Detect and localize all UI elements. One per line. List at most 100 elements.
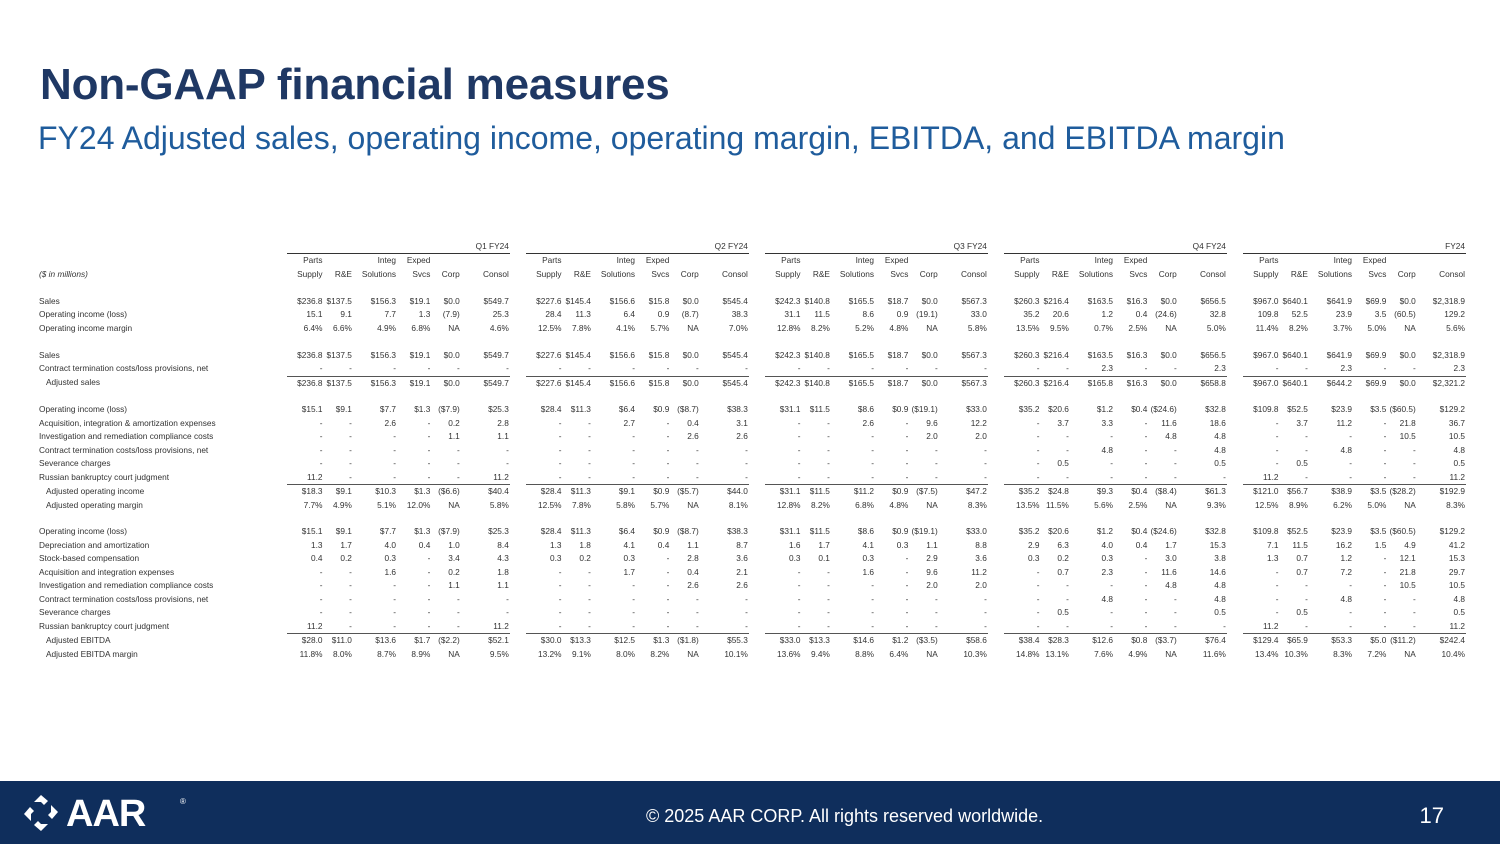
column-gap [988,566,1004,579]
column-header-top: Exped [1362,255,1387,266]
value-cell: - [695,471,699,482]
value-cell: - [666,417,670,428]
column-gap [510,403,526,416]
value-cell: - [588,620,591,631]
value-cell: - [319,431,323,442]
table-row: Severance charges - - - - - - - - - - - - - - - - - - - 0.5 -… [38,606,1466,619]
value-cell: 8.2% [1289,322,1308,333]
row-label: Acquisition, integration & amortization … [39,417,216,428]
column-header-bottom: Solutions [600,268,636,279]
table-row: Sales $236.8 $137.5 $156.3 $19.1 $0.0 $549.7 $2… [38,349,1466,362]
column-gap [749,457,765,470]
value-cell: - [588,417,591,428]
column-gap [510,525,526,538]
value-cell: 2.8 [687,553,699,564]
value-cell: $0.4 [1131,526,1148,537]
value-cell: $0.0 [431,375,461,390]
value-cell: 1.7 [1165,539,1177,550]
table-row: Operating income (loss) 15.1 9.1 7.7 1.3 (7.9… [38,308,1466,321]
value-cell: $28.4 [525,484,563,499]
value-cell: - [1036,431,1040,442]
column-header-top [324,254,353,268]
value-cell: 7.2 [1340,566,1353,577]
value-cell: (24.6) [1155,309,1177,320]
value-cell: $137.5 [326,349,352,360]
value-cell: 13.5% [1015,499,1040,510]
value-cell: $33.0 [966,526,987,537]
column-gap [988,376,1004,390]
value-cell: 6.3 [1057,539,1069,550]
value-cell: 2.8 [497,417,509,428]
column-gap [510,376,526,390]
value-cell: 5.0% [1367,499,1387,510]
value-cell: - [427,580,431,591]
value-cell: 0.3 [623,553,636,564]
value-cell: - [695,458,699,469]
value-cell: $52.1 [460,633,510,648]
value-cell: $32.8 [1205,526,1226,537]
column-header-top: Exped [1123,255,1148,266]
value-cell: $567.3 [961,295,987,306]
value-cell: 5.6% [1446,322,1465,333]
value-cell: $236.8 [297,295,323,306]
row-label: Russian bankruptcy court judgment [39,620,170,631]
value-cell: - [393,363,397,374]
value-cell: $6.4 [618,526,636,537]
table-row: Contract termination costs/loss provisio… [38,444,1466,457]
value-cell: $11.5 [801,484,831,499]
value-cell: - [393,580,397,591]
value-cell: - [1110,620,1114,631]
value-cell: 3.7% [1333,322,1353,333]
value-cell: - [666,566,670,577]
column-gap [988,417,1004,430]
value-cell: $31.1 [764,484,802,499]
value-cell: $53.3 [1308,633,1354,648]
value-cell: - [1412,593,1416,604]
value-cell: $0.9 [636,484,671,499]
value-cell: NA [1404,322,1416,333]
value-cell: 2.3 [1340,363,1353,374]
value-cell: - [934,607,938,618]
value-cell: NA [1165,648,1177,659]
value-cell: - [456,471,460,482]
value-cell: $140.8 [801,375,831,390]
row-label: Operating income margin [39,322,133,333]
column-gap [510,579,526,592]
value-cell: 13.4% [1254,648,1279,659]
value-cell: $35.2 [1018,526,1040,537]
value-cell: $545.4 [722,295,748,306]
value-cell: 0.2 [340,553,352,564]
value-cell: $156.6 [591,375,637,390]
value-cell: 2.3 [1101,363,1114,374]
value-cell: $13.3 [801,633,831,648]
row-label: Adjusted EBITDA [46,634,111,645]
column-gap [749,403,765,416]
value-cell: - [349,417,352,428]
value-cell: $69.9 [1365,295,1387,306]
value-cell: - [1110,471,1114,482]
value-cell: - [934,593,938,604]
page-number: 17 [1419,803,1444,828]
value-cell: 7.8% [572,322,591,333]
value-cell: $0.4 [1131,404,1148,415]
value-cell: 11.2 [1449,471,1465,482]
value-cell: 9.1% [572,648,591,659]
value-cell: $0.0 [909,375,939,390]
value-cell: 1.3 [310,539,323,550]
value-cell: ($5.7) [670,484,700,499]
value-cell: 1.8 [497,566,509,577]
value-cell: $35.2 [1003,484,1041,499]
value-cell: $0.0 [921,349,938,360]
value-cell: - [1305,593,1308,604]
value-cell: NA [448,322,460,333]
value-cell: $216.4 [1040,375,1070,390]
column-gap [988,485,1004,499]
value-cell: 11.5 [1292,539,1308,550]
column-gap [1227,620,1243,634]
value-cell: - [797,566,801,577]
column-gap [510,606,526,619]
value-cell: 6.4% [303,322,323,333]
column-gap [1227,539,1243,552]
column-header-bottom: R&E [812,268,830,279]
column-header-top [1417,254,1466,268]
